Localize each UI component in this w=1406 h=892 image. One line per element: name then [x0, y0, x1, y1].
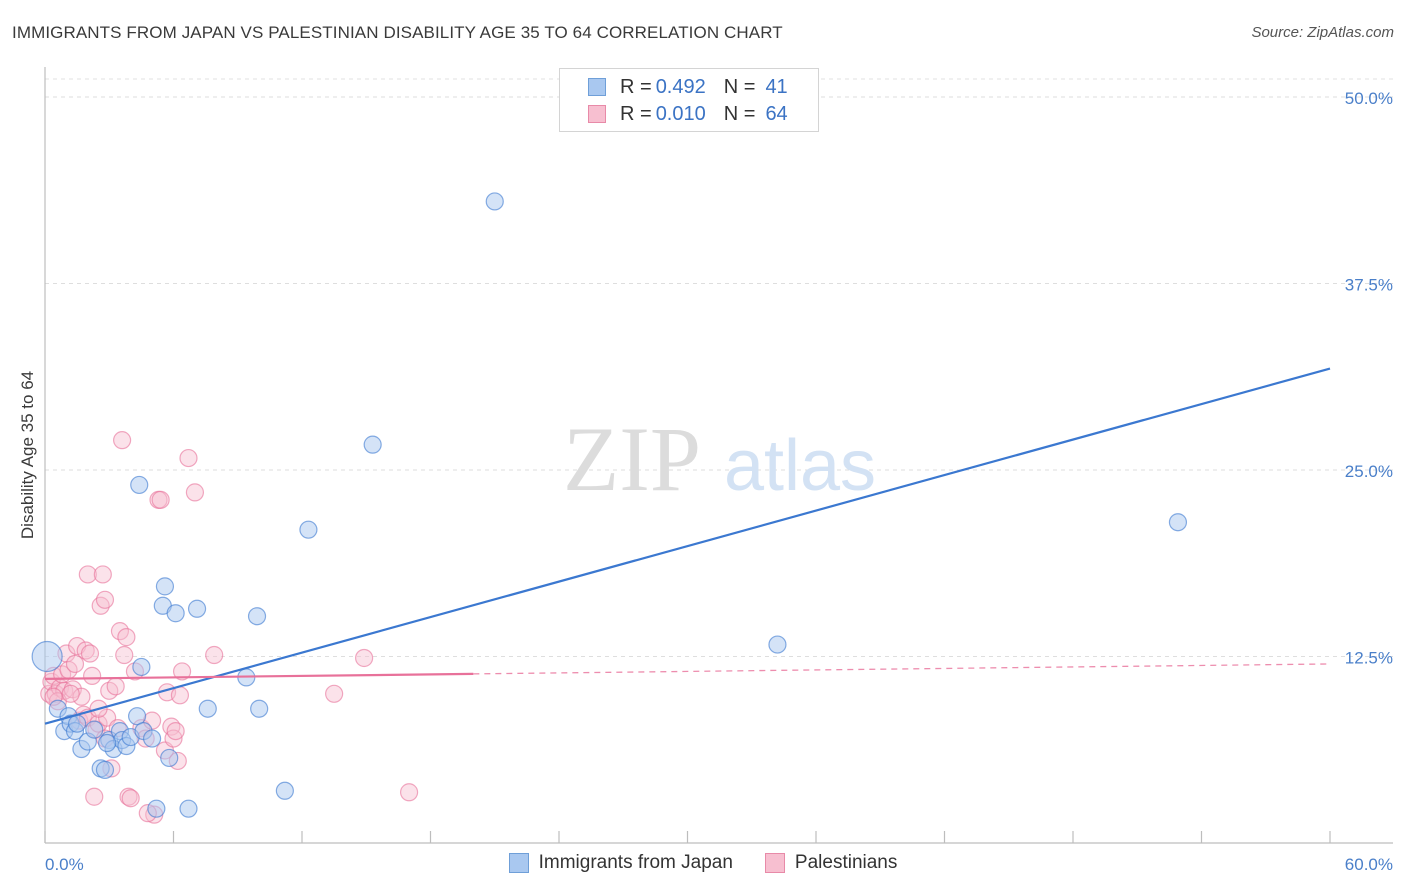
chart-title: IMMIGRANTS FROM JAPAN VS PALESTINIAN DIS…	[12, 23, 783, 42]
source-label: Source: ZipAtlas.com	[1251, 24, 1394, 41]
japan-point	[1168, 513, 1188, 532]
tick-labels: 12.5% 25.0% 37.5% 50.0% 0.0% 60.0%	[45, 89, 1393, 874]
palestinians-point	[115, 645, 134, 665]
legend-r-label: R =	[620, 75, 652, 98]
grid-layer	[45, 78, 1393, 657]
japan-point	[187, 599, 207, 618]
japan-point	[132, 657, 151, 677]
palestinians-point	[399, 783, 419, 802]
series-legend-palestinians: Palestinians	[764, 852, 898, 874]
japan-point	[160, 748, 179, 768]
y-tick-label: 37.5%	[1345, 276, 1393, 295]
correlation-legend: R = 0.492 N = 41 R = 0.010 N = 64	[559, 68, 819, 132]
palestinians-point	[151, 490, 170, 509]
japan-point	[85, 720, 104, 739]
palestinians-point	[179, 448, 198, 468]
japan-point	[147, 799, 166, 818]
japan-point	[166, 604, 185, 623]
watermark-atlas: atlas	[724, 426, 876, 506]
japan-point	[198, 699, 217, 718]
palestinians-point	[65, 654, 85, 674]
palestinians-point	[72, 687, 91, 706]
japan-point	[68, 714, 87, 733]
palestinians-point	[121, 789, 140, 808]
series-swatch-japan	[508, 853, 529, 873]
japan-point	[95, 760, 115, 779]
japan-point	[485, 192, 504, 211]
palestinians-point	[106, 677, 125, 696]
legend-row-palestinians: R = 0.010 N = 64	[588, 101, 788, 127]
japan-point	[130, 475, 149, 495]
palestinians-trend-line-extension	[473, 663, 1331, 675]
japan-point	[155, 577, 175, 596]
legend-n-value: 41	[765, 75, 788, 98]
palestinians-point	[185, 483, 205, 502]
legend-r-value: 0.010	[655, 102, 706, 125]
palestinians-point	[85, 787, 104, 806]
japan-point	[142, 729, 162, 748]
palestinians-trend-line	[44, 672, 474, 680]
legend-n-label: N =	[723, 102, 756, 125]
japan-point	[179, 799, 198, 818]
palestinians-point	[95, 590, 115, 609]
palestinians-point	[83, 666, 102, 685]
japan-trend-line	[44, 367, 1331, 725]
watermark: ZIP atlas	[563, 408, 876, 510]
trend-lines	[44, 367, 1331, 725]
japan-point	[299, 520, 318, 539]
series-swatch-palestinians	[764, 853, 785, 873]
palestinians-point	[93, 565, 112, 584]
legend-swatch-palestinians	[588, 105, 606, 123]
palestinians-point	[205, 645, 224, 665]
legend-r-value: 0.492	[655, 75, 706, 98]
palestinians-point	[61, 684, 80, 703]
palestinians-point	[170, 686, 190, 705]
japan-point	[768, 635, 787, 654]
series-label-japan: Immigrants from Japan	[538, 852, 733, 873]
palestinians-point	[166, 721, 185, 741]
palestinians-point	[80, 644, 100, 663]
axes-layer	[44, 67, 1393, 844]
palestinians-point	[172, 662, 192, 681]
legend-n-label: N =	[723, 75, 756, 98]
japan-point	[250, 699, 269, 718]
series-legend: Immigrants from Japan Palestinians	[0, 852, 1406, 874]
legend-row-japan: R = 0.492 N = 41	[588, 74, 788, 100]
japan-point	[275, 781, 294, 800]
japan-point	[98, 733, 117, 753]
japan-point	[31, 640, 63, 673]
palestinians-point	[112, 431, 132, 450]
x-tick-label-max: 60.0%	[1345, 855, 1393, 874]
x-tick-label-min: 0.0%	[45, 855, 84, 874]
palestinians-point	[117, 628, 136, 647]
y-tick-label: 50.0%	[1345, 89, 1393, 108]
palestinians-point	[164, 729, 183, 748]
series-legend-japan: Immigrants from Japan	[508, 852, 733, 874]
y-tick-label: 12.5%	[1345, 649, 1393, 668]
legend-n-value: 64	[765, 102, 788, 125]
legend-r-label: R =	[620, 102, 652, 125]
palestinians-point	[355, 648, 374, 668]
palestinians-point	[78, 565, 97, 584]
palestinians-point	[325, 684, 344, 703]
japan-point	[363, 435, 382, 454]
series-label-palestinians: Palestinians	[794, 852, 898, 873]
legend-swatch-japan	[588, 78, 606, 96]
japan-points	[31, 192, 1188, 818]
japan-point	[247, 607, 267, 626]
y-tick-label: 25.0%	[1345, 462, 1393, 481]
watermark-zip: ZIP	[563, 408, 701, 510]
